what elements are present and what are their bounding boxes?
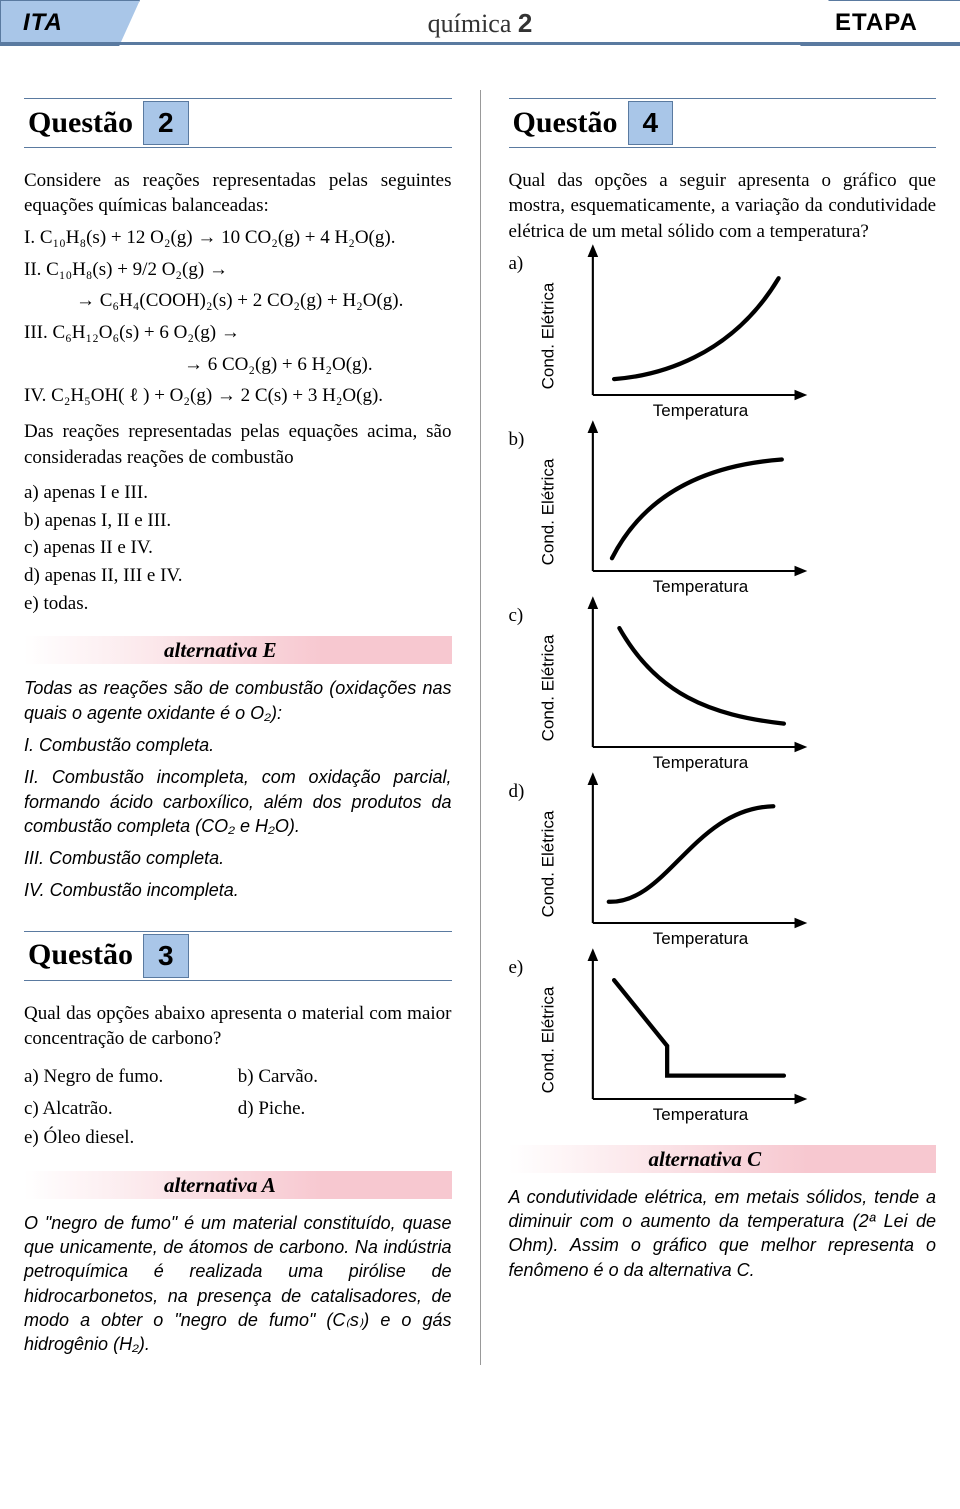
chart-svg	[577, 961, 821, 1099]
q3-opt-b: b) Carvão.	[238, 1064, 452, 1090]
column-divider	[480, 90, 481, 1365]
question-number: 3	[143, 934, 189, 978]
q3-answer-banner: alternativa A	[24, 1171, 452, 1199]
y-axis-label: Cond. Elétrica	[537, 634, 560, 741]
q2-eq-iii-b: → 6 CO₂(g) + 6 H₂O(g).	[24, 352, 452, 378]
question-4-header: Questão 4	[509, 98, 937, 148]
q2-opt-c: c) apenas II e IV.	[24, 535, 452, 561]
q2-eq-iii-a: III. C₆H₁₂O₆(s) + 6 O₂(g) →	[24, 320, 452, 346]
q2-sol-p4: III. Combustão completa.	[24, 846, 452, 870]
q4-label-c: c)	[509, 603, 533, 629]
question-2-header: Questão 2	[24, 98, 452, 148]
q4-label-d: d)	[509, 779, 533, 805]
right-column: Questão 4 Qual das opções a seguir apres…	[509, 86, 937, 1365]
q2-sol-p1: Todas as reações são de combustão (oxida…	[24, 676, 452, 725]
question-number: 4	[628, 101, 674, 145]
q4-graph-d: Cond. Elétrica Temperatura	[541, 779, 831, 949]
q2-sol-p3: II. Combustão incompleta, com oxidação p…	[24, 765, 452, 838]
chart-svg	[577, 609, 821, 747]
chart-svg	[577, 257, 821, 395]
curve-b	[611, 459, 781, 558]
q4-graph-e-row: e) Cond. Elétrica Temperatura	[509, 955, 937, 1125]
q2-opt-d: d) apenas II, III e IV.	[24, 563, 452, 589]
y-axis-label: Cond. Elétrica	[537, 458, 560, 565]
q4-graph-b: Cond. Elétrica Temperatura	[541, 427, 831, 597]
x-axis-label: Temperatura	[541, 752, 831, 775]
q2-intro: Considere as reações representadas pelas…	[24, 168, 452, 219]
header-rule	[0, 42, 960, 45]
q3-sol: O "negro de fumo" é um material constitu…	[24, 1211, 452, 1357]
question-label: Questão	[509, 103, 618, 144]
q2-eq-ii-a: II. C₁₀H₈(s) + 9/2 O₂(g) →	[24, 257, 452, 283]
curve-c	[619, 628, 784, 724]
x-axis-label: Temperatura	[541, 576, 831, 599]
y-axis-label: Cond. Elétrica	[537, 986, 560, 1093]
x-axis-label: Temperatura	[541, 928, 831, 951]
q4-graph-d-row: d) Cond. Elétrica Temperatura	[509, 779, 937, 949]
q4-sol: A condutividade elétrica, em metais sóli…	[509, 1185, 937, 1282]
subject-title-num: 2	[518, 8, 532, 38]
subject-title-prefix: química	[428, 9, 518, 38]
y-axis-label: Cond. Elétrica	[537, 282, 560, 389]
curve-e	[614, 980, 784, 1076]
q2-stem2: Das reações representadas pelas equações…	[24, 419, 452, 470]
question-number: 2	[143, 101, 189, 145]
q2-options: a) apenas I e III. b) apenas I, II e III…	[24, 480, 452, 616]
q4-stem: Qual das opções a seguir apresenta o grá…	[509, 168, 937, 245]
q2-sol-p5: IV. Combustão incompleta.	[24, 878, 452, 902]
q2-opt-e: e) todas.	[24, 591, 452, 617]
curve-d	[608, 806, 773, 902]
q4-graph-c: Cond. Elétrica Temperatura	[541, 603, 831, 773]
q2-opt-a: a) apenas I e III.	[24, 480, 452, 506]
q2-opt-b: b) apenas I, II e III.	[24, 508, 452, 534]
q3-opt-c: c) Alcatrão.	[24, 1096, 238, 1122]
x-axis-label: Temperatura	[541, 1104, 831, 1127]
q2-eq-ii-b: → C₆H₄(COOH)₂(s) + 2 CO₂(g) + H₂O(g).	[24, 288, 452, 314]
q4-label-a: a)	[509, 251, 533, 277]
q4-label-e: e)	[509, 955, 533, 981]
left-column: Questão 2 Considere as reações represent…	[24, 86, 452, 1365]
q4-graph-c-row: c) Cond. Elétrica Temperatura	[509, 603, 937, 773]
q4-label-b: b)	[509, 427, 533, 453]
q2-eq-iv: IV. C₂H₅OH( ℓ ) + O₂(g) → 2 C(s) + 3 H₂O…	[24, 383, 452, 409]
page-header: ITA química 2 ETAPA	[0, 0, 960, 56]
q3-stem: Qual das opções abaixo apresenta o mater…	[24, 1001, 452, 1052]
chart-svg	[577, 785, 821, 923]
q4-graph-b-row: b) Cond. Elétrica Temperatura	[509, 427, 937, 597]
q3-opt-e: e) Óleo diesel.	[24, 1125, 452, 1151]
q4-graph-a: Cond. Elétrica Temperatura	[541, 251, 831, 421]
x-axis-label: Temperatura	[541, 400, 831, 423]
q4-graph-a-row: a) Cond. Elétrica Temperatura	[509, 251, 937, 421]
chart-svg	[577, 433, 821, 571]
question-3-header: Questão 3	[24, 931, 452, 981]
q3-options: a) Negro de fumo. b) Carvão. c) Alcatrão…	[24, 1062, 452, 1151]
question-label: Questão	[24, 935, 133, 976]
q4-answer-banner: alternativa C	[509, 1145, 937, 1173]
question-label: Questão	[24, 103, 133, 144]
q2-eq-i: I. C₁₀H₈(s) + 12 O₂(g) → 10 CO₂(g) + 4 H…	[24, 225, 452, 251]
y-axis-label: Cond. Elétrica	[537, 810, 560, 917]
q2-sol-p2: I. Combustão completa.	[24, 733, 452, 757]
curve-a	[614, 278, 779, 379]
q3-opt-a: a) Negro de fumo.	[24, 1064, 238, 1090]
q2-answer-banner: alternativa E	[24, 636, 452, 664]
q4-graph-e: Cond. Elétrica Temperatura	[541, 955, 831, 1125]
q3-opt-d: d) Piche.	[238, 1096, 452, 1122]
